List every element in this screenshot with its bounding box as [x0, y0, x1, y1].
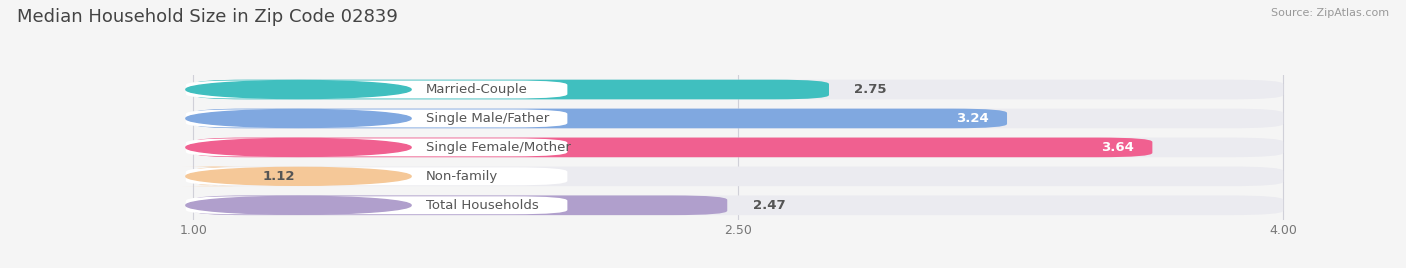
Circle shape — [186, 196, 411, 214]
Circle shape — [186, 81, 411, 98]
Text: Source: ZipAtlas.com: Source: ZipAtlas.com — [1271, 8, 1389, 18]
Circle shape — [186, 110, 411, 127]
Text: Non-family: Non-family — [426, 170, 498, 183]
Text: 3.24: 3.24 — [956, 112, 988, 125]
Text: 2.47: 2.47 — [752, 199, 786, 212]
FancyBboxPatch shape — [186, 168, 568, 185]
FancyBboxPatch shape — [186, 196, 568, 214]
FancyBboxPatch shape — [193, 109, 1007, 128]
Text: 3.64: 3.64 — [1101, 141, 1135, 154]
FancyBboxPatch shape — [186, 81, 568, 98]
FancyBboxPatch shape — [193, 166, 1284, 186]
FancyBboxPatch shape — [183, 166, 247, 186]
Circle shape — [186, 168, 411, 185]
Text: Single Female/Mother: Single Female/Mother — [426, 141, 571, 154]
Circle shape — [186, 139, 411, 156]
FancyBboxPatch shape — [193, 137, 1284, 157]
FancyBboxPatch shape — [193, 109, 1284, 128]
FancyBboxPatch shape — [193, 80, 830, 99]
FancyBboxPatch shape — [186, 139, 568, 156]
FancyBboxPatch shape — [193, 195, 727, 215]
FancyBboxPatch shape — [193, 137, 1153, 157]
Text: Single Male/Father: Single Male/Father — [426, 112, 548, 125]
Text: 2.75: 2.75 — [855, 83, 887, 96]
Text: Married-Couple: Married-Couple — [426, 83, 527, 96]
Text: Total Households: Total Households — [426, 199, 538, 212]
FancyBboxPatch shape — [193, 195, 1284, 215]
FancyBboxPatch shape — [193, 80, 1284, 99]
Text: 1.12: 1.12 — [262, 170, 295, 183]
Text: Median Household Size in Zip Code 02839: Median Household Size in Zip Code 02839 — [17, 8, 398, 26]
FancyBboxPatch shape — [186, 110, 568, 127]
